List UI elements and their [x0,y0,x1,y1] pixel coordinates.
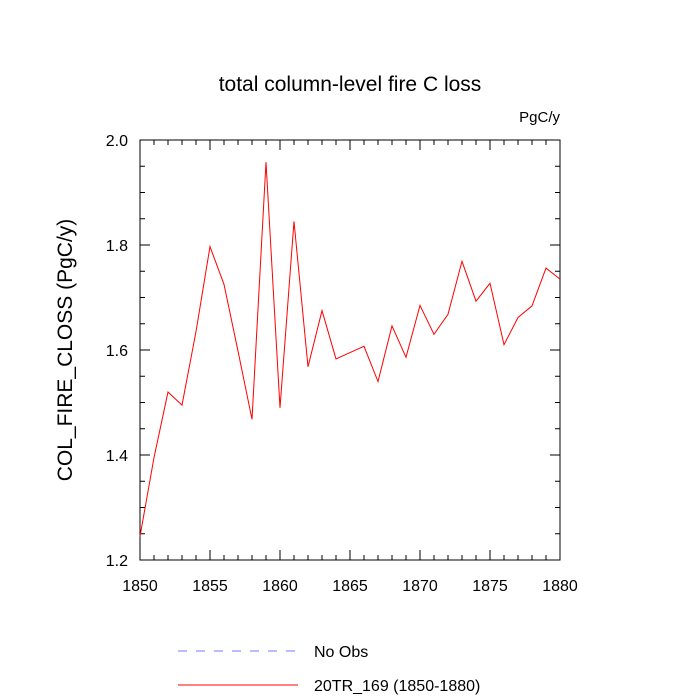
legend: No Obs 20TR_169 (1850-1880) [178,644,480,695]
x-tick-labels: 1850 1855 1860 1865 1870 1875 1880 [122,578,578,595]
y-tick-label: 1.4 [106,448,128,465]
y-tick-label: 2.0 [106,133,128,150]
plot-frame [139,139,561,561]
chart-title: total column-level fire C loss [219,73,482,96]
x-tick-label: 1855 [192,578,228,595]
y-axis-label: COL_FIRE_CLOSS (PgC/y) [54,219,77,482]
x-tick-label: 1850 [122,578,158,595]
units-label: PgC/y [519,109,560,126]
x-tick-label: 1860 [262,578,298,595]
series-line [139,162,561,537]
x-tick-label: 1870 [402,578,438,595]
x-tick-label: 1875 [472,578,508,595]
x-tick-label: 1865 [332,578,368,595]
y-tick-label: 1.6 [106,343,128,360]
legend-label-no-obs: No Obs [314,644,368,661]
y-tick-label: 1.2 [106,553,128,570]
y-tick-label: 1.8 [106,238,128,255]
legend-label-20tr169: 20TR_169 (1850-1880) [314,678,480,695]
axis-ticks [139,139,561,561]
y-tick-labels: 1.2 1.4 1.6 1.8 2.0 [106,133,128,570]
x-tick-label: 1880 [542,578,578,595]
series-group [139,162,561,537]
